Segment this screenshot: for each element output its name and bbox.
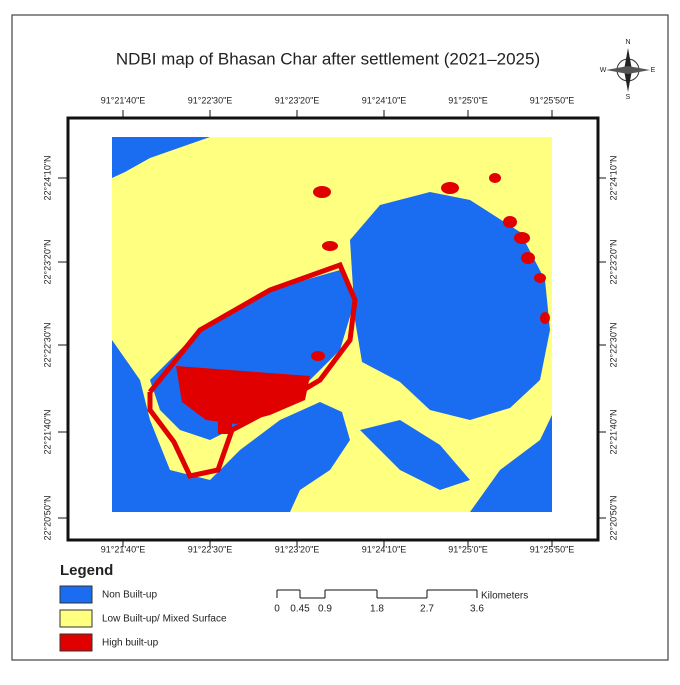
legend-title: Legend: [60, 562, 113, 579]
legend-label: Low Built-up/ Mixed Surface: [102, 614, 227, 625]
scale-label: 0.9: [318, 604, 332, 615]
longitude-label: 91°24'10"E: [362, 95, 407, 105]
longitude-label: 91°25'0"E: [448, 95, 488, 105]
north-arrow: [606, 48, 650, 92]
latitude-label: 22°20'50"N: [42, 495, 52, 540]
builtup-area: [540, 312, 550, 324]
latitude-label: 22°20'50"N: [608, 495, 618, 540]
compass-letter: N: [625, 39, 630, 46]
scale-label: 0: [274, 604, 280, 615]
builtup-area: [176, 366, 310, 424]
longitude-label: 91°25'0"E: [448, 544, 488, 554]
map-image: [112, 137, 552, 512]
builtup-area: [441, 182, 459, 194]
outer-border: [11, 14, 669, 661]
latitude-label: 22°21'40"N: [42, 409, 52, 454]
map-frame: [66, 116, 600, 542]
scale-label: 3.6: [470, 604, 484, 615]
longitude-label: 91°25'50"E: [530, 544, 575, 554]
longitude-label: 91°21'40"E: [101, 95, 146, 105]
legend-label: Non Built-up: [102, 590, 157, 601]
scale-unit: Kilometers: [481, 591, 528, 602]
latitude-label: 22°22'30"N: [608, 322, 618, 367]
builtup-area: [489, 173, 501, 183]
compass-star: [606, 66, 650, 74]
latitude-label: 22°22'30"N: [42, 322, 52, 367]
builtup-area: [311, 351, 325, 361]
compass-letter: E: [651, 67, 656, 74]
builtup-area: [514, 232, 530, 244]
water-area: [112, 137, 210, 178]
water-area: [470, 415, 552, 512]
longitude-label: 91°22'30"E: [188, 95, 233, 105]
builtup-area: [521, 252, 535, 264]
water-area: [112, 340, 350, 512]
legend-swatch: [59, 633, 93, 652]
water-area: [350, 192, 550, 420]
latitude-label: 22°24'10"N: [608, 155, 618, 200]
longitude-label: 91°25'50"E: [530, 95, 575, 105]
latitude-label: 22°23'20"N: [42, 239, 52, 284]
longitude-label: 91°23'20"E: [275, 544, 320, 554]
latitude-label: 22°24'10"N: [42, 155, 52, 200]
legend-swatch: [59, 585, 93, 604]
latitude-label: 22°21'40"N: [608, 409, 618, 454]
builtup-area: [503, 216, 517, 228]
water-area: [360, 420, 470, 490]
longitude-label: 91°23'20"E: [275, 95, 320, 105]
builtup-area: [322, 241, 338, 251]
legend-swatch: [59, 609, 93, 628]
legend-label: High built-up: [102, 638, 159, 649]
map-title: NDBI map of Bhasan Char after settlement…: [116, 49, 540, 68]
builtup-area: [218, 412, 232, 434]
builtup-area: [313, 186, 331, 198]
compass-letter: S: [626, 94, 631, 101]
scale-label: 0.45: [290, 604, 310, 615]
scale-label: 2.7: [420, 604, 434, 615]
latitude-label: 22°23'20"N: [608, 239, 618, 284]
longitude-label: 91°24'10"E: [362, 544, 407, 554]
longitude-label: 91°22'30"E: [188, 544, 233, 554]
builtup-area: [534, 273, 546, 283]
longitude-label: 91°21'40"E: [101, 544, 146, 554]
compass-letter: W: [600, 67, 607, 74]
scale-label: 1.8: [370, 604, 384, 615]
